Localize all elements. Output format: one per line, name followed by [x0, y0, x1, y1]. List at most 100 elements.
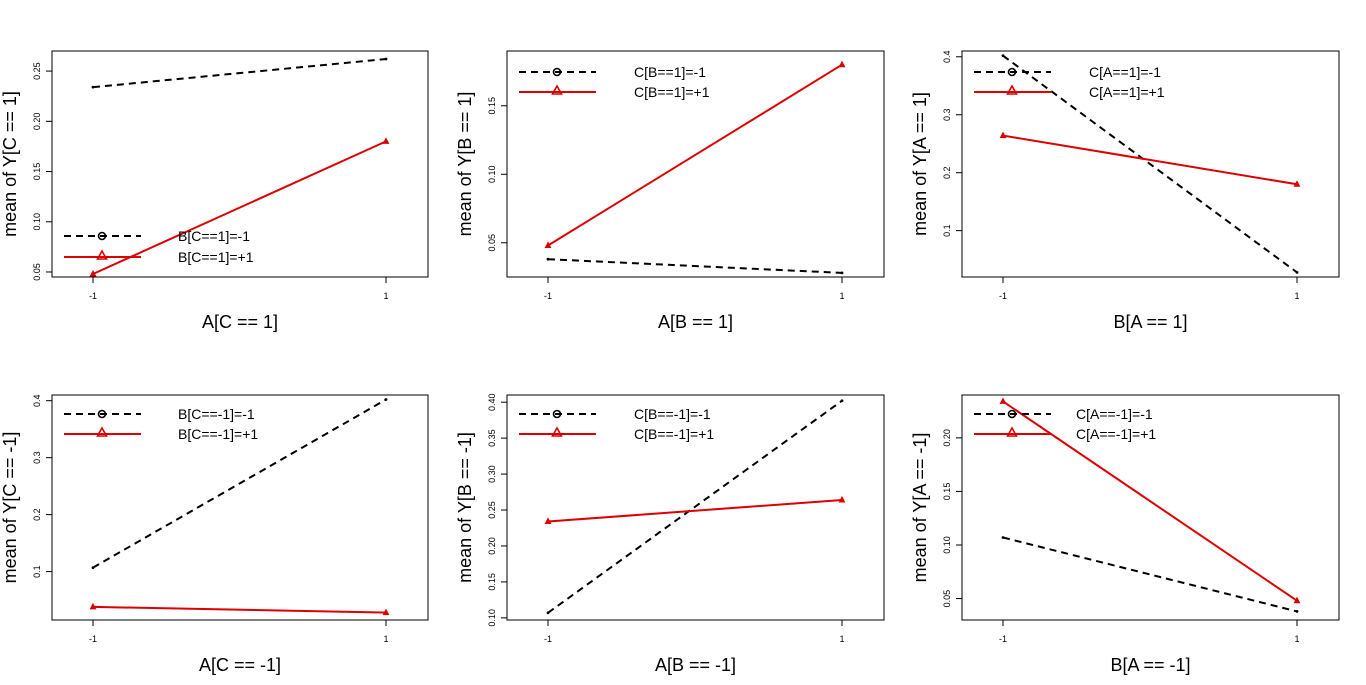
data-point-marker [1295, 270, 1299, 274]
legend: C[B==1]=-1 C[B==1]=+1 [519, 64, 710, 100]
data-point-marker [384, 398, 388, 401]
series-1 [1001, 536, 1299, 613]
x-tick-label: 1 [839, 291, 844, 301]
y-tick-label: 0.10 [487, 166, 497, 184]
data-point-marker [91, 566, 95, 569]
plot-frame [961, 50, 1340, 278]
legend-circle-icon [97, 409, 107, 419]
x-axis-ticks: -1 1 [89, 277, 389, 301]
y-tick-label: 0.25 [487, 501, 497, 519]
series-line [1002, 134, 1298, 186]
y-axis-ticks: 0.1 0.2 0.3 0.4 [32, 394, 52, 578]
plot-frame [506, 394, 885, 621]
chart-panel-4: -1 1 0.1 0.2 0.3 0.4 A[C == -1] mean of Y[C == … [0, 394, 429, 675]
y-tick-label: 0.15 [487, 97, 497, 115]
y-axis-ticks: 0.05 0.10 0.15 0.20 [942, 429, 962, 607]
y-axis-ticks: 0.05 0.10 0.15 0.20 0.25 [32, 62, 52, 281]
legend-label: C[B==-1]=-1 [634, 406, 711, 422]
legend-label: C[B==1]=+1 [634, 84, 710, 100]
y-tick-label: 0.15 [942, 483, 952, 501]
data-point-marker [999, 397, 1007, 404]
data-point-marker [838, 60, 846, 68]
series-line [92, 140, 387, 275]
legend-label: C[B==1]=-1 [634, 64, 706, 80]
data-point-marker [546, 611, 550, 615]
series-2 [544, 495, 846, 525]
data-point-marker [838, 495, 846, 503]
x-axis-label: A[C == 1] [202, 312, 278, 332]
data-point-marker [544, 241, 552, 248]
x-axis-label: B[A == 1] [1113, 312, 1187, 332]
y-axis-ticks: 0.10 0.15 0.20 0.25 0.30 0.35 0.40 [487, 393, 507, 627]
y-tick-label: 0.2 [32, 508, 42, 521]
x-axis-ticks: -1 1 [999, 277, 1300, 301]
data-point-marker [1001, 54, 1005, 58]
legend-label: C[A==-1]=-1 [1076, 406, 1153, 422]
y-tick-label: 0.4 [32, 394, 42, 407]
y-tick-label: 0.1 [942, 224, 952, 237]
legend-label: B[C==-1]=+1 [178, 426, 258, 442]
legend: B[C==1]=-1 B[C==1]=+1 [64, 228, 254, 265]
legend-circle-icon [552, 409, 562, 419]
y-axis-label: mean of Y[C == -1] [0, 432, 20, 584]
x-axis-label: A[B == -1] [655, 655, 736, 675]
x-tick-label: 1 [383, 291, 388, 301]
y-tick-label: 0.3 [32, 451, 42, 464]
chart-panel-5: -1 1 0.10 0.15 0.20 0.25 0.30 0.35 0.40 A[B == -1… [455, 393, 885, 675]
data-point-marker [999, 131, 1007, 139]
data-point-marker [1295, 610, 1299, 613]
legend-label: C[A==1]=+1 [1089, 84, 1165, 100]
legend-circle-icon [1007, 409, 1017, 419]
legend: B[C==-1]=-1 B[C==-1]=+1 [64, 406, 258, 442]
y-tick-label: 0.3 [942, 108, 952, 121]
y-axis-label: mean of Y[C == 1] [0, 91, 20, 237]
data-point-marker [544, 517, 552, 525]
legend: C[A==-1]=-1 C[A==-1]=+1 [974, 406, 1156, 442]
chart-panel-3: -1 1 0.1 0.2 0.3 0.4 B[A == 1] mean of Y[A == 1… [910, 50, 1340, 332]
legend-label: B[C==1]=+1 [178, 249, 254, 265]
chart-panel-6: -1 1 0.05 0.10 0.15 0.20 B[A == -1] mean of Y[A… [910, 394, 1340, 675]
x-axis-label: B[A == -1] [1110, 655, 1190, 675]
y-tick-label: 0.35 [487, 429, 497, 447]
series-1 [1001, 54, 1299, 274]
legend-circle-icon [1007, 67, 1017, 77]
x-tick-label: 1 [839, 634, 844, 644]
series-line [1002, 536, 1298, 613]
legend-triangle-icon [1006, 84, 1018, 95]
y-tick-label: 0.10 [487, 609, 497, 627]
x-tick-label: -1 [544, 634, 552, 644]
y-tick-label: 0.20 [487, 537, 497, 555]
x-axis-label: A[B == 1] [658, 312, 733, 332]
y-tick-label: 0.05 [487, 234, 497, 252]
series-line [1002, 54, 1298, 274]
y-tick-label: 0.20 [942, 429, 952, 447]
data-point-marker [382, 608, 390, 616]
series-2 [544, 60, 846, 248]
y-tick-label: 0.15 [32, 163, 42, 181]
y-tick-label: 0.10 [32, 213, 42, 231]
chart-panel-2: -1 1 0.05 0.10 0.15 A[B == 1] mean of Y[B == 1… [455, 50, 885, 332]
y-tick-label: 0.40 [487, 393, 497, 411]
x-tick-label: -1 [89, 634, 97, 644]
data-point-marker [382, 137, 390, 144]
x-tick-label: -1 [999, 291, 1007, 301]
x-axis-ticks: -1 1 [89, 620, 389, 644]
series-1 [91, 398, 388, 569]
legend-label: C[B==-1]=+1 [634, 426, 714, 442]
y-tick-label: 0.25 [32, 62, 42, 80]
legend: C[B==-1]=-1 C[B==-1]=+1 [519, 406, 714, 442]
series-2 [999, 131, 1301, 187]
legend-label: B[C==-1]=-1 [178, 406, 255, 422]
legend-circle-icon [552, 67, 562, 77]
series-line [1002, 400, 1298, 602]
y-axis-ticks: 0.1 0.2 0.3 0.4 [942, 51, 962, 237]
data-point-marker [840, 271, 844, 275]
chart-panel-1: -1 1 0.05 0.10 0.15 0.20 0.25 A[C == 1] mean of … [0, 50, 429, 332]
data-point-marker [1293, 180, 1301, 187]
legend-label: C[A==1]=-1 [1089, 64, 1161, 80]
series-line [92, 398, 387, 569]
series-line [547, 498, 843, 523]
data-point-marker [89, 602, 97, 610]
y-tick-label: 0.10 [942, 536, 952, 554]
